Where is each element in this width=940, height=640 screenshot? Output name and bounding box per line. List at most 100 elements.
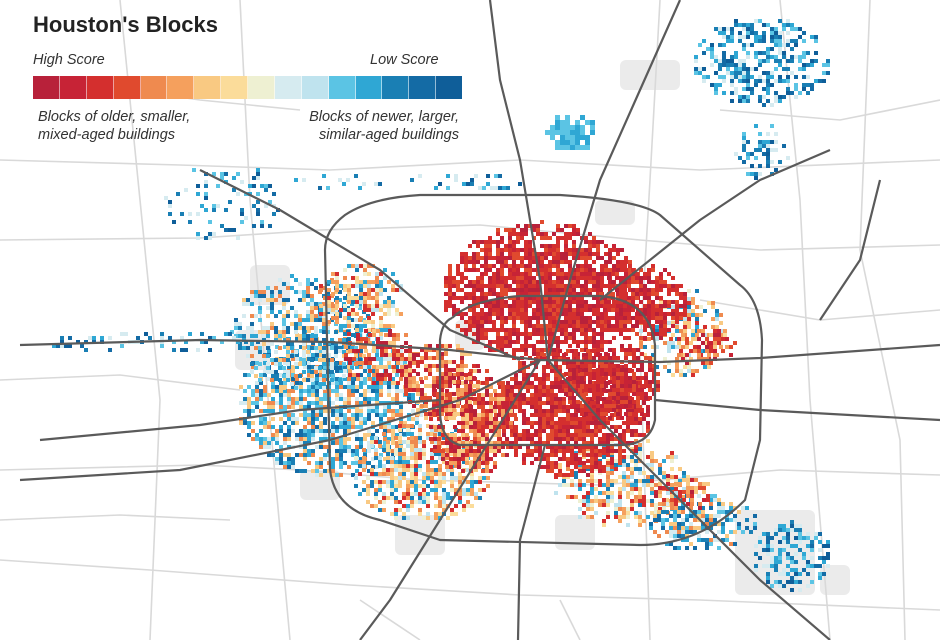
block-cell <box>510 389 514 393</box>
block-cell <box>596 320 600 324</box>
block-cell <box>278 310 282 314</box>
block-cell <box>552 252 556 256</box>
block-cell <box>778 95 782 99</box>
block-cell <box>794 568 798 572</box>
block-cell <box>260 220 264 224</box>
block-cell <box>456 324 460 328</box>
block-cell <box>677 530 681 534</box>
block-cell <box>295 401 299 405</box>
block-cell <box>446 186 450 190</box>
block-cell <box>594 511 598 515</box>
block-cell <box>247 405 251 409</box>
block-cell <box>302 178 306 182</box>
block-cell <box>402 448 406 452</box>
block-cell <box>307 389 311 393</box>
block-cell <box>375 288 379 292</box>
block-cell <box>456 296 460 300</box>
block-cell <box>554 429 558 433</box>
block-cell <box>236 172 240 176</box>
block-cell <box>481 401 485 405</box>
block-cell <box>474 496 478 500</box>
block-cell <box>271 389 275 393</box>
block-cell <box>92 336 96 340</box>
block-cell <box>746 152 750 156</box>
block-cell <box>212 204 216 208</box>
block-cell <box>350 366 354 370</box>
block-cell <box>387 365 391 369</box>
block-cell <box>552 288 556 292</box>
block-cell <box>570 145 575 150</box>
block-cell <box>770 27 774 31</box>
block-cell <box>196 212 200 216</box>
block-cell <box>402 504 406 508</box>
block-cell <box>290 306 294 310</box>
block-cell <box>794 83 798 87</box>
block-cell <box>600 256 604 260</box>
block-cell <box>822 79 826 83</box>
block-cell <box>586 503 590 507</box>
block-cell <box>822 63 826 67</box>
block-cell <box>630 507 634 511</box>
block-cell <box>414 492 418 496</box>
block-cell <box>826 544 830 548</box>
block-cell <box>556 260 560 264</box>
block-cell <box>247 433 251 437</box>
block-cell <box>560 140 565 145</box>
minor-road <box>0 514 231 521</box>
block-cell <box>546 421 550 425</box>
block-cell <box>534 389 538 393</box>
block-cell <box>484 312 488 316</box>
block-cell <box>552 316 556 320</box>
block-cell <box>363 272 367 276</box>
block-cell <box>576 324 580 328</box>
block-cell <box>556 248 560 252</box>
block-cell <box>718 31 722 35</box>
block-cell <box>391 272 395 276</box>
block-cell <box>414 440 418 444</box>
block-cell <box>512 296 516 300</box>
block-cell <box>473 397 477 401</box>
block-cell <box>239 401 243 405</box>
block-cell <box>778 35 782 39</box>
block-cell <box>446 448 450 452</box>
block-cell <box>730 27 734 31</box>
block-cell <box>818 556 822 560</box>
block-cell <box>538 441 542 445</box>
block-cell <box>246 346 250 350</box>
block-cell <box>418 508 422 512</box>
block-cell <box>488 308 492 312</box>
block-cell <box>742 67 746 71</box>
block-cell <box>488 268 492 272</box>
block-cell <box>290 346 294 350</box>
block-cell <box>516 236 520 240</box>
block-cell <box>335 409 339 413</box>
block-cell <box>343 288 347 292</box>
block-cell <box>578 487 582 491</box>
block-cell <box>311 393 315 397</box>
block-cell <box>378 484 382 488</box>
block-cell <box>681 526 685 530</box>
block-cell <box>814 51 818 55</box>
block-cell <box>568 344 572 348</box>
block-cell <box>568 284 572 288</box>
block-cell <box>714 59 718 63</box>
block-cell <box>606 441 610 445</box>
block-cell <box>612 264 616 268</box>
block-cell <box>461 453 465 457</box>
block-cell <box>742 79 746 83</box>
block-cell <box>806 544 810 548</box>
block-cell <box>650 487 654 491</box>
block-cell <box>484 268 488 272</box>
block-cell <box>558 437 562 441</box>
block-cell <box>315 401 319 405</box>
block-cell <box>634 429 638 433</box>
block-cell <box>592 320 596 324</box>
block-cell <box>754 19 758 23</box>
block-cell <box>383 381 387 385</box>
block-cell <box>461 429 465 433</box>
block-cell <box>465 413 469 417</box>
block-cell <box>267 393 271 397</box>
block-cell <box>657 518 661 522</box>
block-cell <box>548 288 552 292</box>
block-cell <box>600 240 604 244</box>
